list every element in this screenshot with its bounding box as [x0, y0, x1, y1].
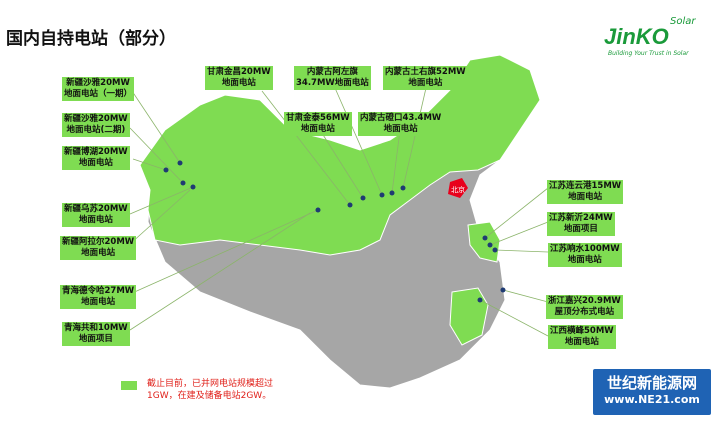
station-label: 新疆沙雅20MW 地面电站（一期）: [62, 77, 135, 101]
station-label: 江苏响水100MW 地面电站: [548, 243, 622, 267]
jinko-logo: JinKO Solar Building Your Trust in Solar: [590, 12, 710, 62]
station-label: 内蒙古磴口43.4MW 地面电站: [358, 112, 444, 136]
station-dot: [163, 167, 169, 173]
station-label: 新疆乌苏20MW 地面电站: [62, 203, 130, 227]
station-dots: [163, 160, 506, 303]
station-label: 江苏新沂24MW 地面项目: [547, 212, 615, 236]
station-label: 新疆阿拉尔20MW 地面电站: [60, 236, 137, 260]
station-label: 青海德令哈27MW 地面电站: [60, 285, 137, 309]
station-dot: [477, 297, 483, 303]
station-dot: [487, 242, 493, 248]
watermark: 世纪新能源网 www.NE21.com: [593, 369, 711, 415]
station-label: 浙江嘉兴20.9MW 屋顶分布式电站: [546, 295, 623, 319]
station-label: 江西横峰50MW 地面电站: [548, 325, 616, 349]
station-dot: [177, 160, 183, 166]
station-dot: [360, 195, 366, 201]
station-dot: [315, 207, 321, 213]
page-title: 国内自持电站（部分）: [6, 29, 176, 49]
station-dot: [347, 202, 353, 208]
beijing-label: 北京: [451, 185, 465, 194]
logo-tagline: Building Your Trust in Solar: [608, 50, 689, 57]
station-label: 甘肃金昌20MW 地面电站: [205, 66, 273, 90]
station-label: 内蒙古阿左旗 34.7MW地面电站: [294, 66, 371, 90]
station-dot: [400, 185, 406, 191]
station-dot: [482, 235, 488, 241]
station-dot: [180, 180, 186, 186]
map-region-jiangxi-green: [449, 287, 489, 346]
logo-brand: JinKO: [604, 24, 669, 49]
station-dot: [190, 184, 196, 190]
leader-lines: [129, 87, 549, 337]
logo-solar: Solar: [670, 16, 696, 27]
station-dot: [500, 287, 506, 293]
map-region-beijing: [448, 178, 468, 198]
station-label: 甘肃金泰56MW 地面电站: [284, 112, 352, 136]
station-dot: [379, 192, 385, 198]
legend-note: 截止目前，已并网电站规模超过 1GW，在建及储备电站2GW。: [147, 379, 274, 401]
station-label: 内蒙古土右旗52MW 地面电站: [383, 66, 468, 90]
station-label: 青海共和10MW 地面项目: [62, 322, 130, 346]
station-label: 江苏连云港15MW 地面电站: [547, 180, 624, 204]
station-dot: [389, 190, 395, 196]
legend-swatch: [121, 381, 137, 390]
station-label: 新疆沙雅20MW 地面电站(二期): [62, 113, 130, 137]
station-label: 新疆博湖20MW 地面电站: [62, 146, 130, 170]
station-dot: [492, 247, 498, 253]
